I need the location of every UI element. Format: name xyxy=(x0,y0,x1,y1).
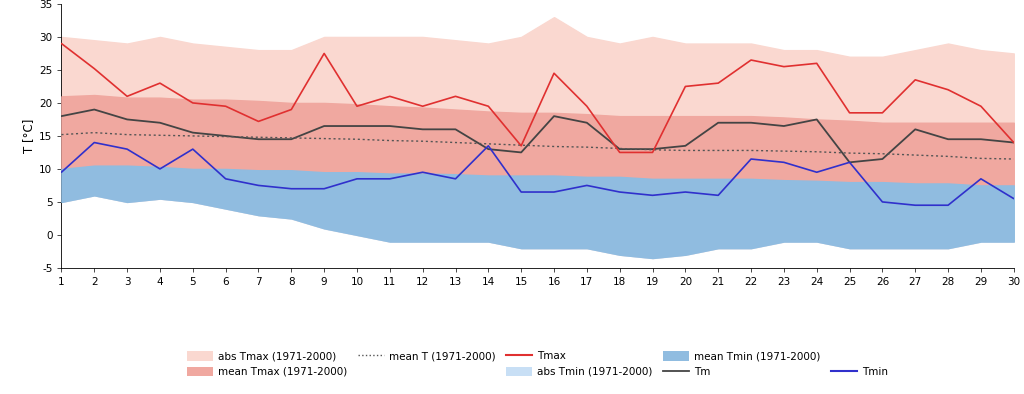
Y-axis label: T [°C]: T [°C] xyxy=(22,119,35,153)
Legend: abs Tmax (1971-2000), mean Tmax (1971-2000), mean T (1971-2000), , Tmax, abs Tmi: abs Tmax (1971-2000), mean Tmax (1971-20… xyxy=(182,347,893,381)
